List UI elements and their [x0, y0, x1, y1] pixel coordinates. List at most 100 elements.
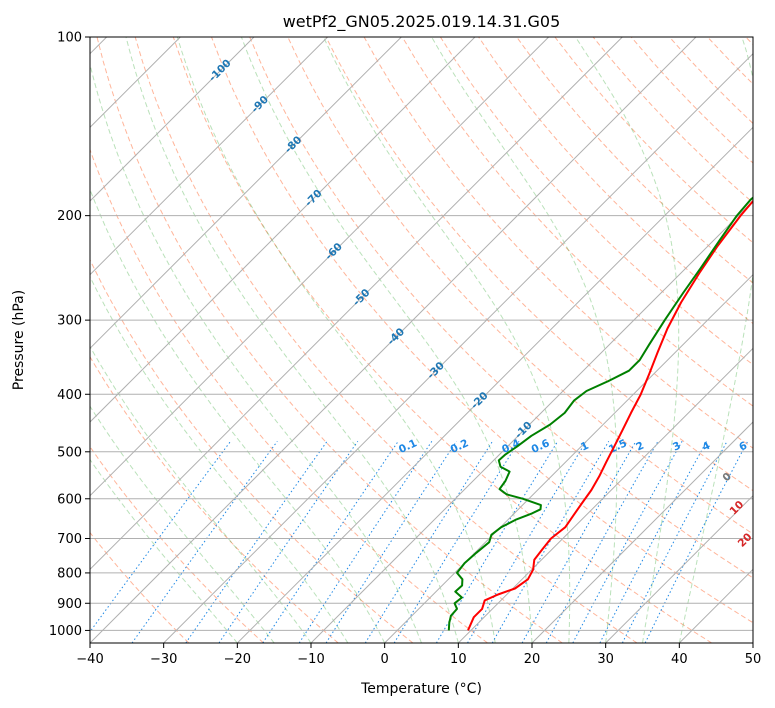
x-tick-label: −20: [224, 652, 251, 667]
y-tick-label: 100: [57, 31, 82, 46]
y-tick-label: 900: [57, 597, 82, 612]
dry-adiabat: [90, 148, 488, 643]
dry-adiabat: [211, 37, 753, 624]
x-tick-label: −10: [297, 652, 324, 667]
isotherm-line: [90, 37, 697, 643]
moist-adiabat-label: 40: [765, 587, 775, 606]
mixing-ratio-labels: 0.10.20.40.611.52346810131620253036: [397, 437, 771, 456]
dry-adiabat: [554, 37, 753, 244]
moist-adiabat: [323, 37, 571, 643]
dry-adiabat: [592, 37, 753, 204]
moist-adiabat: [575, 37, 680, 643]
mixing-ratio-line: [325, 441, 457, 643]
y-tick-label: 400: [57, 388, 82, 403]
mixing-ratio-line: [621, 441, 728, 643]
mixing-ratio-line: [364, 441, 493, 643]
isotherm-line: [90, 37, 329, 276]
moist-adiabat: [125, 37, 459, 643]
mixing-ratio-line: [131, 441, 278, 643]
dry-adiabat: [439, 37, 753, 366]
moist-adiabat: [90, 458, 238, 643]
x-tick-label: 50: [745, 652, 762, 667]
y-tick-label: 600: [57, 492, 82, 507]
mixing-ratio-line: [90, 440, 231, 633]
moist-adiabat: [90, 345, 312, 643]
y-axis-ticks: 100 200 300 400 500 600 700 800 900 1000: [49, 31, 90, 639]
mixing-ratio-label: 4: [700, 440, 712, 454]
moist-adiabat-label: 0: [720, 470, 734, 484]
isotherm-line: [384, 273, 753, 643]
moist-adiabat: [90, 62, 422, 643]
y-tick-label: 1000: [49, 624, 82, 639]
dry-adiabat: [90, 355, 339, 643]
isotherm-line: [310, 200, 753, 643]
x-axis-ticks: −40 −30 −20 −10 0 10 20 30 40 50: [76, 643, 761, 667]
moist-adiabat: [90, 188, 386, 643]
isotherm-line: [678, 568, 753, 643]
moist-adiabat: [176, 37, 496, 643]
dry-adiabat: [90, 445, 264, 643]
series-lines: [447, 196, 753, 631]
x-tick-label: −40: [76, 652, 103, 667]
dry-adiabat: [249, 37, 753, 579]
isotherm-line: [531, 421, 753, 643]
x-axis-label: Temperature (°C): [360, 681, 482, 697]
mixing-ratio-label: 0.1: [397, 437, 419, 456]
isobar-gridlines: [90, 37, 753, 631]
dry-adiabat: [172, 37, 712, 643]
y-tick-label: 700: [57, 532, 82, 547]
moist-adiabat-labels: 0 10 20 30 40: [720, 470, 775, 606]
mixing-ratio-label: 0.6: [530, 437, 552, 456]
y-axis-label: Pressure (hPa): [11, 290, 27, 390]
mixing-ratio-line: [491, 441, 610, 643]
x-tick-label: 30: [597, 652, 614, 667]
mixing-ratio-line: [218, 441, 359, 643]
moist-adiabats: [90, 37, 753, 643]
mixing-ratio-line: [185, 441, 328, 643]
x-tick-label: 20: [524, 652, 541, 667]
isotherm-line: [90, 37, 476, 423]
isotherm-gridlines: [90, 37, 753, 643]
dry-adiabat: [325, 37, 753, 492]
dry-adiabat: [96, 37, 563, 643]
dry-adiabat: [401, 37, 753, 407]
mixing-ratio-label: 8: [759, 440, 771, 454]
mixing-ratio-line: [262, 441, 399, 643]
moist-adiabat-label: 30: [754, 557, 773, 576]
plot-frame: [89, 36, 754, 644]
moist-adiabat: [90, 405, 275, 643]
x-tick-label: −30: [150, 652, 177, 667]
moist-adiabat: [431, 37, 618, 643]
isotherm-labels: -100-90-80-70-60-50-40-30-20-10: [207, 57, 535, 441]
moist-adiabat: [678, 37, 753, 643]
isotherm-line: [90, 37, 550, 497]
mixing-ratio-label: 6: [737, 440, 749, 454]
temperature-line: [467, 199, 753, 631]
y-tick-label: 500: [57, 445, 82, 460]
mixing-ratio-line: [393, 441, 520, 643]
x-tick-label: 10: [450, 652, 467, 667]
isotherm-line: [236, 126, 753, 643]
mixing-ratio-line: [545, 441, 659, 643]
isotherm-line: [90, 37, 402, 350]
mixing-ratio-line: [298, 441, 433, 643]
dry-adiabat: [516, 37, 753, 284]
mixing-ratio-line: [521, 441, 637, 643]
mixing-ratio-line: [572, 441, 683, 643]
moist-adiabat: [240, 37, 533, 643]
mixing-ratio-label: 2: [634, 440, 646, 454]
dewpoint-line: [447, 196, 753, 631]
mixing-ratio-label: 1: [579, 440, 591, 454]
y-tick-label: 200: [57, 209, 82, 224]
dry-adiabat: [669, 37, 753, 125]
dry-adiabat: [134, 37, 638, 643]
dry-adiabat: [90, 258, 414, 643]
chart-title: wetPf2_GN05.2025.019.14.31.G05: [283, 12, 561, 32]
isotherm-line: [90, 37, 623, 571]
isotherm-line: [90, 37, 255, 202]
y-tick-label: 800: [57, 566, 82, 581]
dry-adiabat: [90, 531, 190, 643]
dry-adiabat: [478, 37, 753, 325]
x-tick-label: 0: [381, 652, 389, 667]
